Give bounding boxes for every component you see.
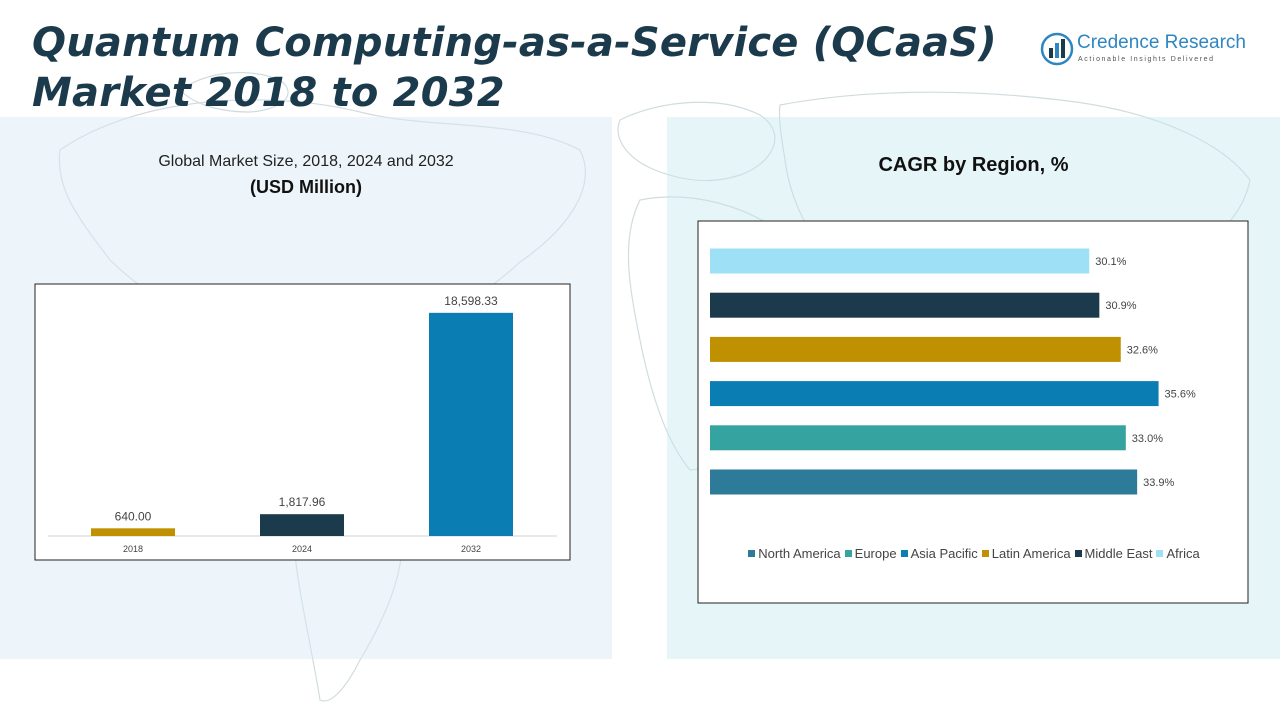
cagr-title: CAGR by Region, % (878, 154, 1069, 176)
market-size-value-label: 1,817.96 (279, 495, 326, 509)
cagr-bar-europe (710, 425, 1126, 451)
legend-label: Europe (854, 546, 897, 561)
credence-logo-icon (1040, 32, 1074, 66)
logo-tagline: Actionable Insights Delivered (1078, 56, 1215, 63)
legend-swatch (981, 550, 989, 557)
cagr-bar-asia-pacific (710, 381, 1159, 407)
legend-item-africa: Africa (1156, 546, 1200, 561)
cagr-value-label: 35.6% (1165, 389, 1196, 401)
legend-item-latin-america: Latin America (981, 546, 1071, 561)
legend-item-middle-east: Middle East (1074, 546, 1153, 561)
legend-swatch (900, 550, 908, 557)
credence-research-logo: Credence Research Actionable Insights De… (1040, 30, 1260, 70)
cagr-bars: 33.9% 33.0% 35.6% 32.6% 30.9% 30.1% (710, 248, 1196, 495)
cagr-value-label: 30.9% (1105, 300, 1136, 312)
logo-name: Credence Research (1077, 32, 1246, 53)
legend-label: Middle East (1084, 546, 1153, 561)
market-size-year-tick: 2024 (292, 544, 312, 554)
market-size-unit: (USD Million) (250, 177, 362, 197)
legend-swatch (844, 550, 852, 557)
cagr-value-label: 33.0% (1132, 433, 1163, 445)
cagr-bar-north-america (710, 469, 1138, 495)
cagr-bar-latin-america (710, 336, 1121, 362)
cagr-legend: North America Europe Asia Pacific Latin Ame… (700, 546, 1248, 561)
market-size-value-label: 18,598.33 (444, 294, 498, 308)
legend-label: Asia Pacific (910, 546, 978, 561)
cagr-value-label: 30.1% (1095, 256, 1126, 268)
title-line-1: Quantum Computing-as-a-Service (QCaaS) (32, 20, 997, 66)
legend-swatch (1074, 550, 1082, 557)
legend-label: North America (758, 546, 841, 561)
market-size-bar-2024 (260, 514, 344, 536)
legend-item-asia-pacific: Asia Pacific (900, 546, 978, 561)
market-size-subtitle: Global Market Size, 2018, 2024 and 2032 (158, 153, 454, 170)
market-size-value-label: 640.00 (115, 509, 152, 523)
market-size-bars: 640.00 2018 1,817.96 2024 18,598.33 2032 (91, 294, 513, 554)
cagr-bar-africa (710, 248, 1090, 274)
legend-item-north-america: North America (748, 546, 841, 561)
cagr-chart-frame (697, 220, 1249, 604)
legend-label: Africa (1166, 546, 1200, 561)
market-size-bar-2018 (91, 528, 175, 536)
title-line-2: Market 2018 to 2032 (32, 70, 505, 116)
legend-label: Latin America (991, 546, 1071, 561)
legend-item-europe: Europe (844, 546, 897, 561)
legend-swatch (748, 550, 756, 557)
market-size-bar-2032 (429, 312, 513, 536)
legend-swatch (1156, 550, 1164, 557)
market-size-year-tick: 2032 (461, 544, 481, 554)
market-size-year-tick: 2018 (123, 544, 143, 554)
cagr-value-label: 33.9% (1143, 477, 1174, 489)
page-title: Quantum Computing-as-a-Service (QCaaS) M… (32, 18, 997, 118)
cagr-value-label: 32.6% (1127, 344, 1158, 356)
cagr-bar-middle-east (710, 292, 1100, 318)
